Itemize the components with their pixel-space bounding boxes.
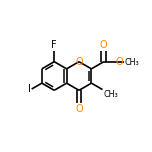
Text: CH₃: CH₃ bbox=[124, 58, 139, 67]
Text: O: O bbox=[115, 57, 123, 67]
Text: I: I bbox=[28, 84, 31, 94]
Text: F: F bbox=[51, 40, 57, 50]
Text: O: O bbox=[75, 104, 83, 114]
Text: O: O bbox=[75, 57, 83, 67]
Text: O: O bbox=[99, 40, 107, 50]
Text: CH₃: CH₃ bbox=[103, 90, 118, 99]
